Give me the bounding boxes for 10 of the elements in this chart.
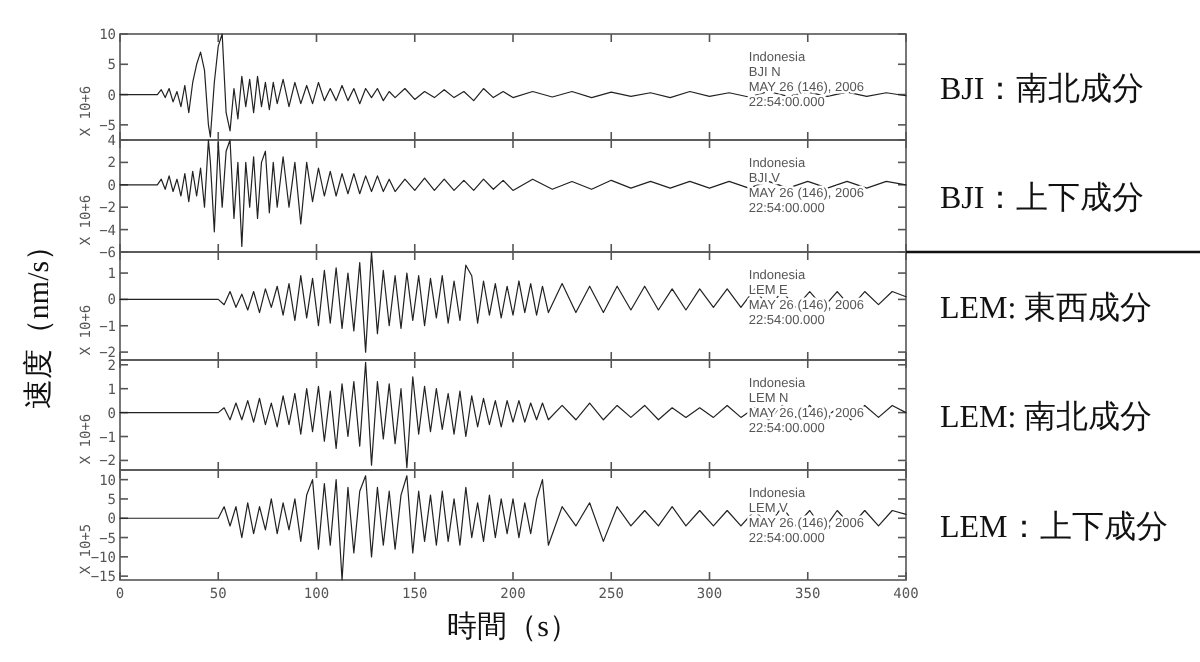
series-label: BJI：上下成分 bbox=[940, 180, 1145, 216]
y-axis-title: 速度（nm/s） bbox=[22, 230, 56, 410]
series-label: LEM: 南北成分 bbox=[940, 399, 1153, 435]
line-series bbox=[119, 251, 907, 353]
x-axis-title: 時間（s） bbox=[447, 610, 579, 644]
series-label: LEM: 東西成分 bbox=[940, 290, 1153, 326]
line-series bbox=[119, 139, 907, 247]
series-label: BJI：南北成分 bbox=[940, 71, 1145, 107]
line-series bbox=[119, 475, 907, 581]
series-label: LEM：上下成分 bbox=[940, 509, 1168, 545]
